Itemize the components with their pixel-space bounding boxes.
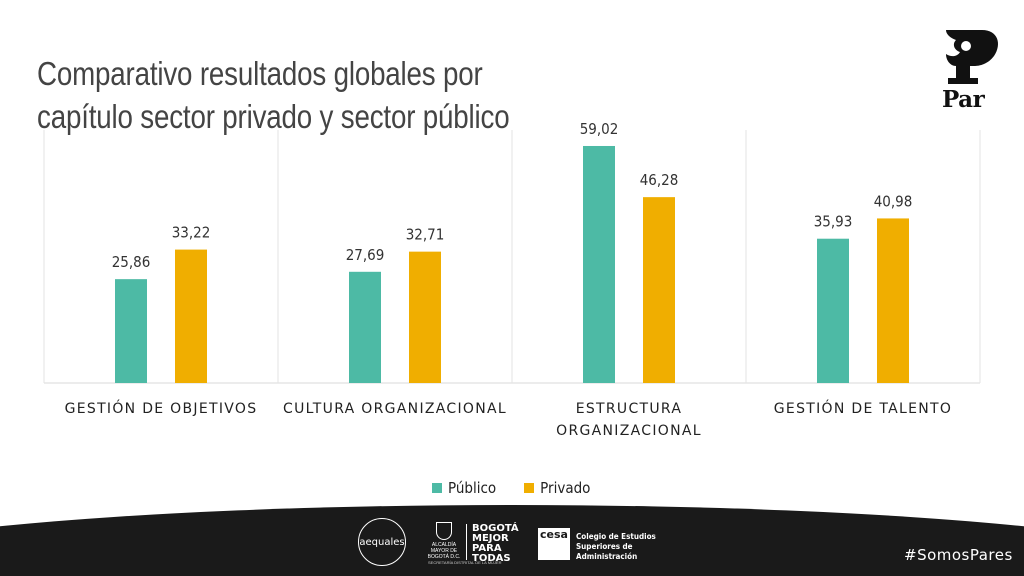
legend-item-privado: Privado — [524, 479, 590, 497]
data-label: 40,98 — [874, 192, 913, 210]
legend-item-publico: Público — [432, 479, 496, 497]
legend-label-publico: Público — [448, 479, 497, 497]
category-label-line: ESTRUCTURA — [575, 401, 683, 417]
chart-bars — [115, 145, 909, 383]
chart-data-labels: 25,86 33,22 27,69 32,71 59,02 46,28 35,93 40,98 — [112, 120, 913, 271]
alcaldia-logo: ALCALDÍA MAYOR DE BOGOTÁ D.C. — [426, 522, 462, 566]
hashtag-text: #SomosPares — [904, 546, 1013, 564]
category-label: ESTRUCTURA ORGANIZACIONAL — [512, 398, 746, 442]
legend-swatch-privado — [524, 483, 535, 493]
data-label: 33,22 — [172, 224, 211, 242]
bar-privado — [643, 197, 675, 383]
legend-label-privado: Privado — [540, 479, 591, 497]
cesa-logo-mark: cesa — [538, 528, 570, 560]
title-line-1: Comparativo resultados globales por — [37, 55, 483, 92]
bar-privado — [175, 249, 207, 383]
bar-publico — [583, 145, 615, 383]
category-label-line: GESTIÓN DE OBJETIVOS — [64, 401, 258, 417]
shield-icon — [436, 522, 452, 540]
cesa-line-1: Colegio de Estudios — [576, 532, 656, 541]
category-label-line: ORGANIZACIONAL — [556, 423, 702, 439]
category-label-line: GESTIÓN DE TALENTO — [773, 401, 953, 417]
data-label: 27,69 — [346, 246, 385, 264]
data-label: 25,86 — [112, 253, 151, 271]
secretaria-text: SECRETARÍA DISTRITAL DE LA MUJER — [428, 560, 502, 565]
bar-publico — [115, 279, 147, 383]
data-label: 46,28 — [640, 171, 679, 189]
title-line-2: capítulo sector privado y sector público — [37, 98, 510, 135]
cesa-logo-text: Colegio de Estudios Superiores de Admini… — [576, 532, 686, 562]
alcaldia-text: ALCALDÍA MAYOR DE BOGOTÁ D.C. — [427, 542, 461, 560]
page-title: Comparativo resultados globales por capí… — [37, 52, 541, 138]
bar-privado — [409, 251, 441, 383]
logo-text: Par — [942, 86, 985, 113]
bar-publico — [349, 271, 381, 383]
category-label: GESTIÓN DE OBJETIVOS — [44, 398, 278, 420]
data-label: 59,02 — [580, 120, 619, 138]
bar-privado — [877, 218, 909, 383]
par-logo-icon — [946, 30, 998, 84]
data-label: 32,71 — [406, 226, 445, 244]
data-label: 35,93 — [814, 213, 853, 231]
aequales-logo: aequales — [358, 518, 406, 566]
cesa-line-2: Superiores de Administración — [576, 542, 638, 561]
bar-publico — [817, 238, 849, 383]
category-label: CULTURA ORGANIZACIONAL — [278, 398, 512, 420]
bogota-logo: BOGOTÁ MEJOR PARA TODAS — [472, 523, 519, 564]
category-label: GESTIÓN DE TALENTO — [746, 398, 980, 420]
footer-band — [0, 505, 1024, 576]
chart-legend: Público Privado — [432, 478, 590, 498]
footer-divider — [466, 524, 467, 560]
legend-swatch-publico — [432, 483, 442, 493]
category-label-line: CULTURA ORGANIZACIONAL — [283, 401, 507, 417]
